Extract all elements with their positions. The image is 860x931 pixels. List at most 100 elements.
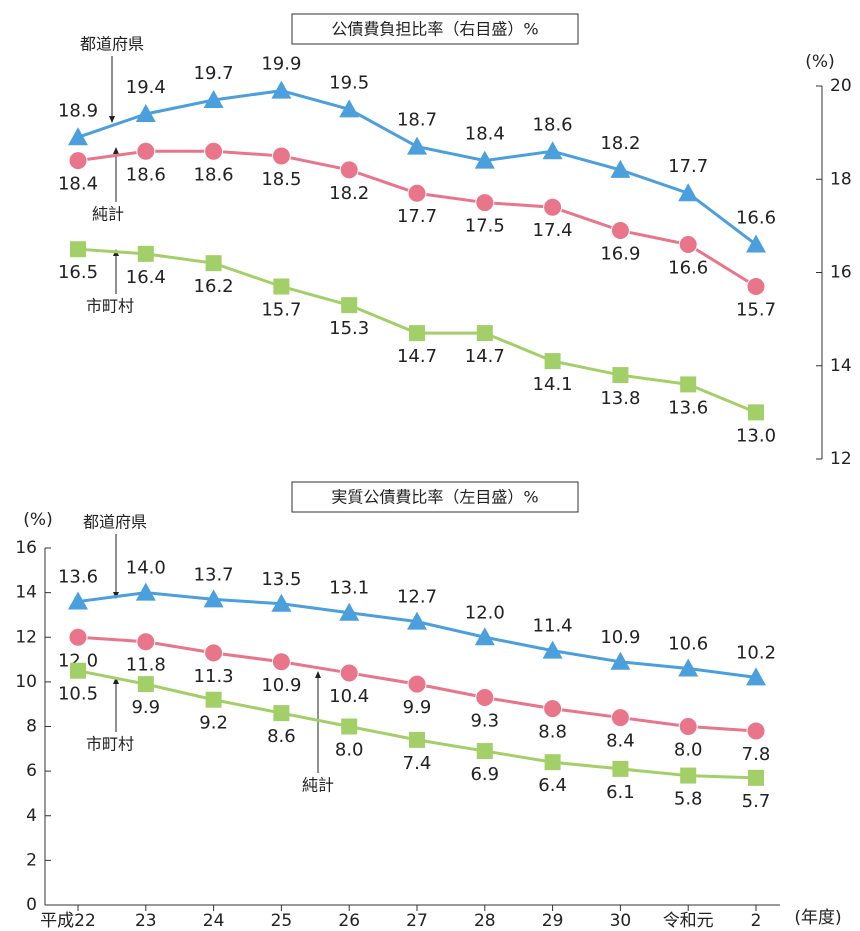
marker	[476, 743, 493, 760]
data-label: 13.7	[194, 564, 234, 585]
x-tick-label: 平成22	[40, 911, 96, 931]
data-label: 18.2	[329, 183, 369, 204]
data-label: 19.5	[329, 72, 369, 93]
marker	[136, 632, 156, 652]
marker	[68, 127, 88, 146]
marker	[746, 276, 766, 296]
data-label: 9.9	[403, 697, 432, 718]
marker	[68, 591, 88, 610]
x-tick-label: 23	[135, 911, 157, 931]
x-tick-label: 28	[474, 911, 496, 931]
data-label: 13.6	[668, 397, 708, 418]
data-label: 19.9	[261, 54, 301, 75]
data-label: 16.9	[600, 244, 640, 265]
data-label: 12.0	[465, 602, 505, 623]
x-tick-label: 25	[271, 911, 293, 931]
marker	[271, 593, 292, 612]
marker	[68, 627, 88, 647]
marker	[273, 278, 290, 295]
data-label: 7.8	[742, 744, 771, 765]
marker	[475, 193, 495, 213]
data-label: 12.7	[397, 587, 437, 608]
data-label: 8.6	[267, 726, 296, 747]
marker	[748, 769, 764, 786]
y-tick-label: 14	[15, 583, 37, 603]
data-label: 18.2	[600, 133, 640, 154]
marker	[341, 297, 358, 314]
marker	[544, 754, 561, 771]
data-label: 18.6	[194, 164, 234, 185]
marker	[407, 611, 427, 630]
data-label: 18.4	[58, 174, 98, 195]
marker	[339, 663, 359, 683]
data-label: 15.7	[736, 299, 776, 320]
marker	[746, 721, 766, 741]
x-tick-label: 27	[406, 911, 428, 931]
marker	[612, 760, 629, 777]
marker	[339, 602, 360, 621]
data-label: 18.5	[261, 169, 301, 190]
data-label: 10.9	[600, 627, 640, 648]
data-label: 16.4	[126, 267, 166, 288]
marker	[70, 662, 86, 679]
marker	[271, 80, 292, 99]
data-label: 14.0	[126, 558, 166, 579]
x-axis-label: (年度)	[794, 908, 841, 928]
marker	[409, 731, 425, 748]
marker	[68, 151, 88, 171]
data-label: 18.6	[533, 114, 573, 135]
marker	[610, 221, 630, 241]
title-box	[291, 13, 579, 45]
x-tick-label: 令和元	[663, 911, 714, 931]
marker	[746, 234, 766, 253]
x-tick-label: 24	[203, 911, 225, 931]
series-annotation: 都道府県	[83, 513, 147, 532]
data-label: 18.6	[126, 164, 166, 185]
marker	[474, 627, 495, 646]
data-label: 6.4	[538, 775, 567, 796]
y-tick-label: 16	[830, 263, 852, 283]
data-label: 17.7	[397, 206, 437, 227]
marker	[135, 103, 156, 122]
data-label: 5.8	[674, 789, 703, 810]
y-tick-label: 18	[830, 169, 852, 189]
data-label: 15.7	[261, 299, 301, 320]
y-tick-label: 2	[26, 850, 37, 870]
marker	[339, 160, 359, 180]
data-label: 7.4	[403, 753, 432, 774]
marker	[339, 99, 360, 118]
marker	[273, 705, 290, 722]
data-label: 5.7	[742, 791, 771, 812]
marker	[678, 658, 699, 677]
x-tick-label: 29	[542, 911, 564, 931]
data-label: 8.0	[674, 740, 703, 761]
data-label: 10.9	[261, 675, 301, 696]
data-label: 13.1	[329, 578, 369, 599]
marker	[544, 353, 561, 370]
data-label: 10.2	[736, 642, 776, 663]
y-tick-label: 12	[830, 449, 852, 469]
y-tick-label: 20	[830, 76, 852, 96]
data-label: 9.2	[199, 713, 228, 734]
marker	[341, 718, 358, 735]
marker	[407, 183, 427, 203]
data-label: 15.3	[329, 318, 369, 339]
y-tick-label: 0	[26, 895, 37, 915]
data-label: 18.4	[465, 124, 505, 145]
data-label: 9.3	[470, 710, 499, 731]
marker	[137, 245, 154, 262]
marker	[748, 404, 764, 421]
data-label: 12.0	[58, 650, 98, 671]
marker	[475, 687, 495, 707]
marker	[271, 652, 291, 672]
y-tick-label: 4	[26, 806, 37, 826]
marker	[612, 367, 629, 384]
marker	[542, 141, 563, 160]
marker	[610, 651, 631, 670]
marker	[204, 643, 224, 663]
data-label: 6.9	[470, 764, 499, 785]
marker	[70, 241, 86, 258]
marker	[137, 676, 154, 693]
data-label: 17.7	[668, 156, 708, 177]
